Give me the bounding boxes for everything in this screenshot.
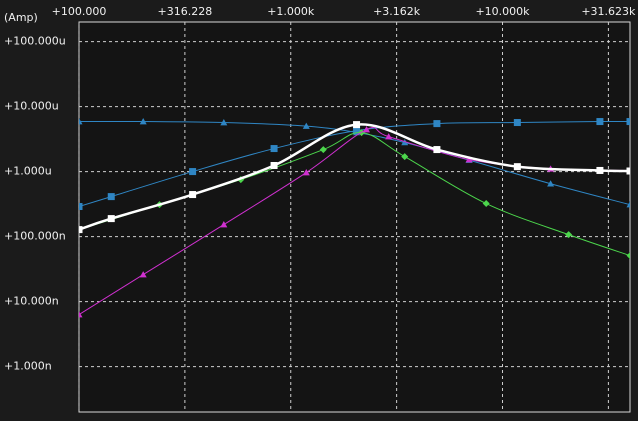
marker xyxy=(220,119,228,126)
marker xyxy=(139,118,147,125)
y-axis-label: (Amp) xyxy=(4,11,38,24)
marker xyxy=(107,193,115,201)
y-tick-label: +100.000u xyxy=(4,35,66,48)
x-tick-label: +100.000 xyxy=(52,5,107,18)
marker xyxy=(302,169,310,176)
marker xyxy=(596,166,604,174)
x-tick-label: +316.228 xyxy=(158,5,213,18)
marker xyxy=(107,215,115,223)
marker xyxy=(433,146,441,154)
marker xyxy=(79,203,83,211)
marker xyxy=(596,118,604,126)
marker xyxy=(482,200,490,208)
marker xyxy=(79,118,83,125)
y-tick-label: +100.000n xyxy=(4,230,66,243)
marker xyxy=(547,180,555,187)
y-tick-label: +10.000n xyxy=(4,295,59,308)
series-group xyxy=(79,118,630,318)
marker xyxy=(79,311,83,318)
marker xyxy=(220,221,228,228)
marker xyxy=(79,226,83,234)
x-tick-label: +31.623k xyxy=(581,5,636,18)
x-tick-label: +1.000k xyxy=(267,5,315,18)
marker xyxy=(401,153,409,161)
marker xyxy=(270,161,278,169)
marker xyxy=(189,191,197,199)
marker xyxy=(433,120,441,128)
grid xyxy=(78,22,630,412)
x-tick-label: +10.000k xyxy=(475,5,530,18)
marker xyxy=(319,146,327,154)
marker xyxy=(513,119,521,127)
marker xyxy=(353,127,361,135)
x-tick-label: +3.162k xyxy=(373,5,421,18)
y-tick-label: +1.000u xyxy=(4,165,52,178)
marker xyxy=(189,168,197,176)
marker xyxy=(626,167,630,175)
marker xyxy=(270,145,278,153)
marker xyxy=(626,252,630,260)
marker xyxy=(465,156,473,163)
marker xyxy=(626,201,630,208)
plot-area xyxy=(78,21,631,413)
marker xyxy=(626,118,630,126)
y-tick-label: +1.000n xyxy=(4,360,52,373)
marker xyxy=(565,231,573,239)
marker xyxy=(513,163,521,171)
y-tick-label: +10.000u xyxy=(4,100,59,113)
marker xyxy=(353,121,361,129)
marker xyxy=(385,133,393,140)
marker xyxy=(302,122,310,129)
marker xyxy=(401,139,409,146)
marker xyxy=(363,126,371,133)
marker xyxy=(139,271,147,278)
